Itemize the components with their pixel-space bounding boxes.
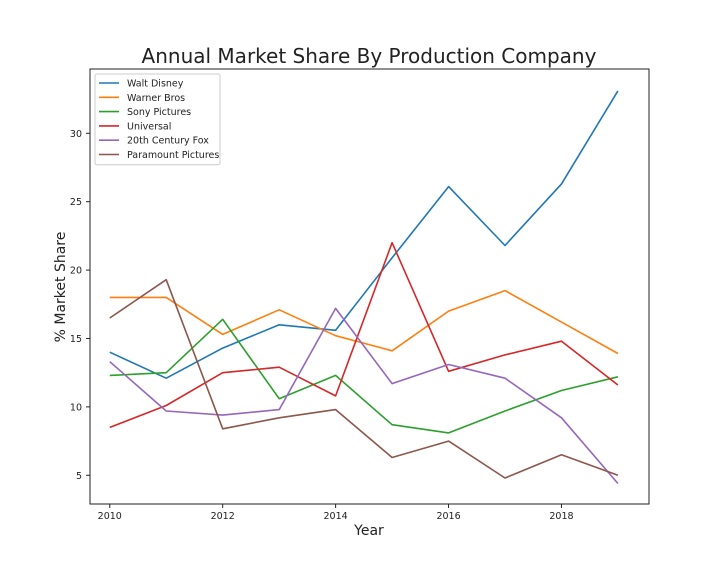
plot-lines [109,90,619,485]
y-tick-label: 10 [70,402,82,413]
x-tick-label: 2018 [549,511,573,522]
plot-frame [89,68,650,505]
series-line-2 [109,318,619,434]
y-axis-label: % Market Share [53,232,69,343]
x-axis-ticks: 2010 2012 2014 2016 2018 [98,504,574,522]
series-line-5 [109,278,619,479]
legend-label: Walt Disney [127,79,184,90]
legend-label: Warner Bros [127,93,185,104]
x-tick-label: 2012 [211,511,235,522]
y-axis-ticks: 5 10 15 20 25 30 [70,129,90,482]
y-tick-label: 30 [70,129,82,140]
legend: Walt Disney Warner Bros Sony Pictures Unive… [94,73,221,166]
x-axis-label: Year [353,523,384,539]
legend-label: Sony Pictures [127,107,191,118]
series-line-0 [109,90,619,380]
series-line-4 [109,307,619,485]
legend-label: Universal [127,121,171,132]
legend-label: 20th Century Fox [127,136,209,147]
x-tick-label: 2016 [436,511,460,522]
y-tick-label: 25 [70,197,82,208]
y-tick-label: 20 [70,266,82,277]
legend-box [94,73,221,166]
series-line-1 [109,289,619,355]
chart-title: Annual Market Share By Production Compan… [142,44,597,68]
series-line-3 [109,241,619,429]
legend-label: Paramount Pictures [127,150,219,161]
y-tick-label: 15 [70,334,82,345]
x-tick-label: 2010 [98,511,122,522]
x-tick-label: 2014 [324,511,348,522]
y-tick-label: 5 [76,471,82,482]
